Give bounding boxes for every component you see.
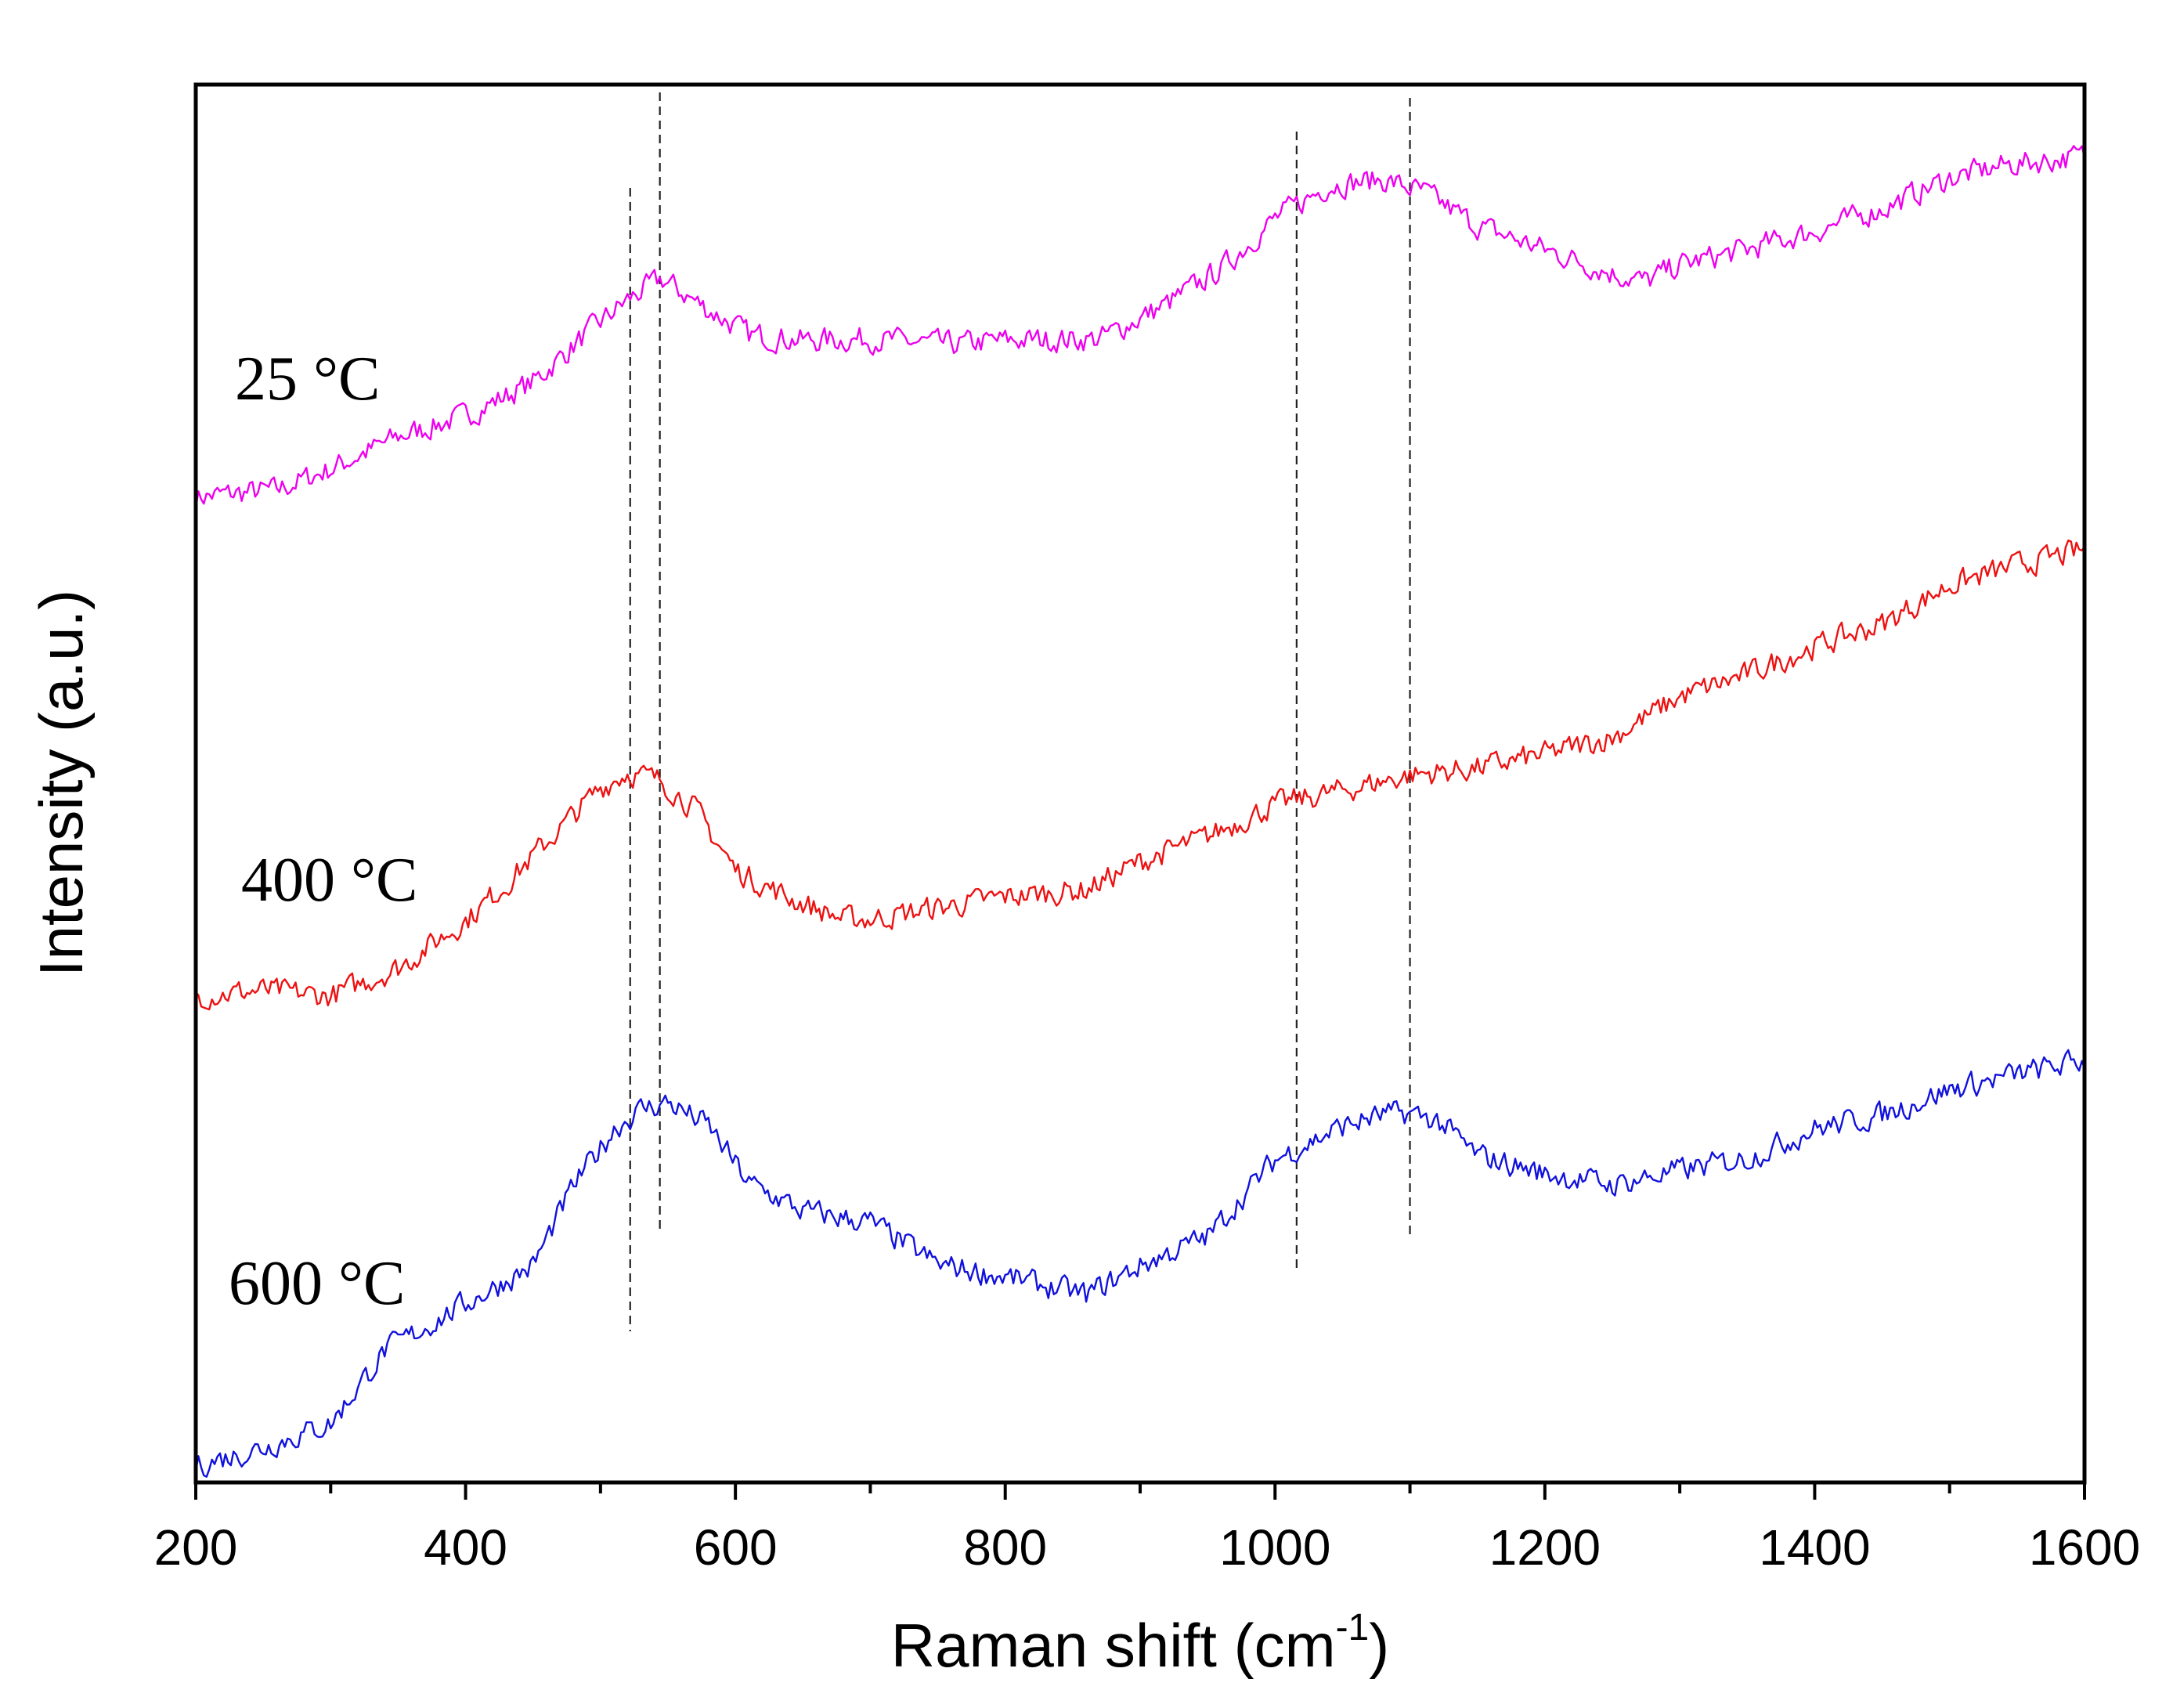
- x-tick-label: 1000: [1219, 1519, 1330, 1576]
- series-line-2: [194, 1049, 2086, 1478]
- x-tick-label: 400: [424, 1519, 507, 1576]
- x-axis-ticks: [194, 1482, 2086, 1500]
- series-label-25: 25 °C: [235, 345, 380, 413]
- y-axis-label: Intensity (a.u.): [27, 590, 96, 977]
- x-axis-tick-labels: 200 400 600 800 1000 1200 1400 1600: [154, 1519, 2141, 1576]
- x-tick-label: 1600: [2029, 1519, 2140, 1576]
- x-tick-label: 1400: [1759, 1519, 1870, 1576]
- series-label-400: 400 °C: [241, 846, 417, 915]
- plot-frame: [193, 82, 2087, 1485]
- series-group: [194, 145, 2086, 1478]
- series-label-600: 600 °C: [229, 1249, 405, 1318]
- series-line-0: [194, 145, 2086, 509]
- reference-lines: [629, 92, 1411, 1331]
- x-tick-label: 1200: [1489, 1519, 1601, 1576]
- x-tick-label: 800: [963, 1519, 1047, 1576]
- series-line-1: [195, 539, 2085, 1011]
- x-axis-label: Raman shift (cm-1): [891, 1607, 1389, 1680]
- x-tick-label: 200: [154, 1519, 238, 1576]
- x-tick-label: 600: [694, 1519, 778, 1576]
